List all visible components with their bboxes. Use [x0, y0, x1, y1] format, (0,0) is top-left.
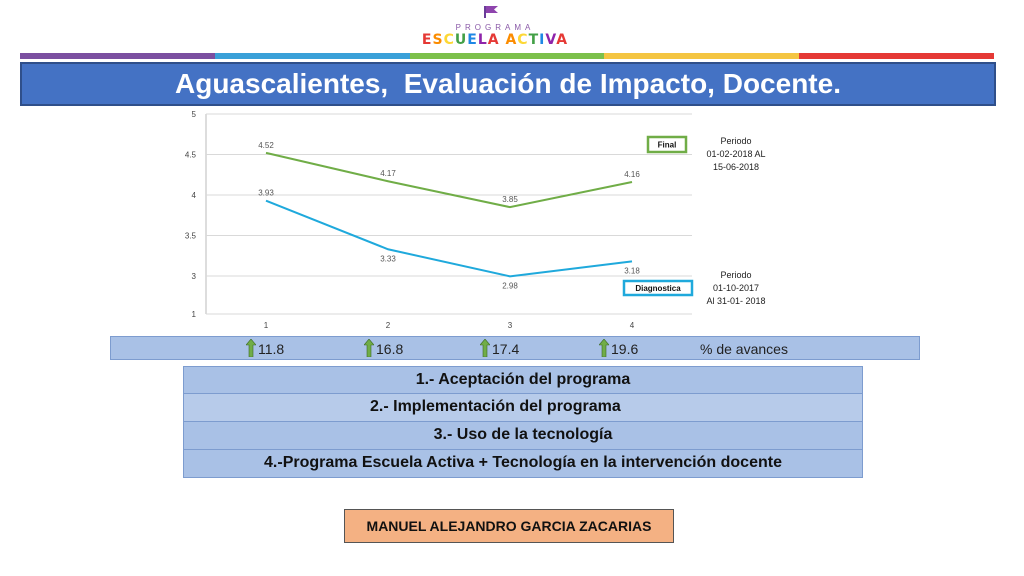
- legend-label: Diagnostica: [635, 284, 681, 293]
- advances-bar: % de avances 11.8 16.8 17.4 19.6: [110, 336, 920, 360]
- stripe-segment: [409, 53, 605, 59]
- legend-box-diagnostica: [622, 279, 694, 297]
- advance-value: 16.8: [376, 341, 404, 357]
- stripe-segment: [20, 53, 215, 59]
- y-tick-label: 3.5: [185, 232, 197, 241]
- series-line-final: [265, 151, 633, 209]
- up-arrow-icon: [480, 339, 490, 357]
- x-tick-label: 3: [508, 321, 513, 330]
- data-label: 2.98: [502, 281, 518, 290]
- up-arrow-icon: [246, 339, 256, 357]
- page-title: Aguascalientes, Evaluación de Impacto, D…: [175, 68, 841, 99]
- title-bar: Aguascalientes, Evaluación de Impacto, D…: [20, 62, 996, 106]
- list-item: 1.- Aceptación del programa: [183, 366, 863, 394]
- period-final: Periodo 01-02-2018 AL 15-06-2018: [706, 136, 766, 172]
- data-label: 3.93: [258, 189, 274, 198]
- y-tick-label: 4.5: [185, 151, 197, 160]
- y-tick-label: 4: [192, 191, 197, 200]
- list-item: 4.-Programa Escuela Activa + Tecnología …: [183, 450, 863, 478]
- stripe-segment: [799, 53, 994, 59]
- logo-program-text: PROGRAMA: [455, 23, 535, 32]
- series-line-diagnostica: [265, 199, 633, 278]
- list-item: 3.- Uso de la tecnología: [183, 422, 863, 450]
- stripe-segment: [214, 53, 410, 59]
- advances-label: % de avances: [700, 341, 788, 357]
- x-tick-label: 4: [630, 321, 635, 330]
- logo-name-text: ESCUELA ACTIVA: [421, 32, 569, 48]
- up-arrow-icon: [364, 339, 374, 357]
- line-chart: 1 3 3.5 4 4.5 5 1 2 3 4 4.52 4.17 3.85 4.16 3.93 3.33 2.…: [185, 110, 694, 330]
- legend-box-final: [646, 135, 688, 154]
- data-label: 3.18: [624, 266, 640, 275]
- x-tick-label: 2: [386, 321, 391, 330]
- author-box: MANUEL ALEJANDRO GARCIA ZACARIAS: [344, 509, 674, 543]
- legend-label: Final: [658, 141, 677, 150]
- list-item: 2.- Implementación del programa: [183, 394, 863, 422]
- y-tick-label: 5: [192, 110, 197, 119]
- data-label: 3.33: [380, 254, 396, 263]
- up-arrow-icon: [599, 339, 609, 357]
- data-label: 4.52: [258, 141, 274, 150]
- flag-icon: [484, 6, 498, 18]
- advance-value: 19.6: [611, 341, 639, 357]
- advance-value: 11.8: [258, 341, 285, 357]
- y-tick-label: 3: [192, 272, 197, 281]
- advance-value: 17.4: [492, 341, 520, 357]
- data-label: 3.85: [502, 195, 518, 204]
- period-diagnostica: Periodo 01-10-2017 Al 31-01- 2018: [706, 270, 766, 306]
- data-label: 4.16: [624, 170, 640, 179]
- color-stripe: [20, 53, 994, 59]
- y-tick-label: 1: [192, 310, 197, 319]
- x-tick-label: 1: [264, 321, 269, 330]
- program-logo: PROGRAMA ESCUELA ACTIVA: [420, 6, 570, 50]
- stripe-segment: [604, 53, 800, 59]
- data-label: 4.17: [380, 169, 396, 178]
- topic-list: 1.- Aceptación del programa 2.- Implemen…: [183, 366, 863, 478]
